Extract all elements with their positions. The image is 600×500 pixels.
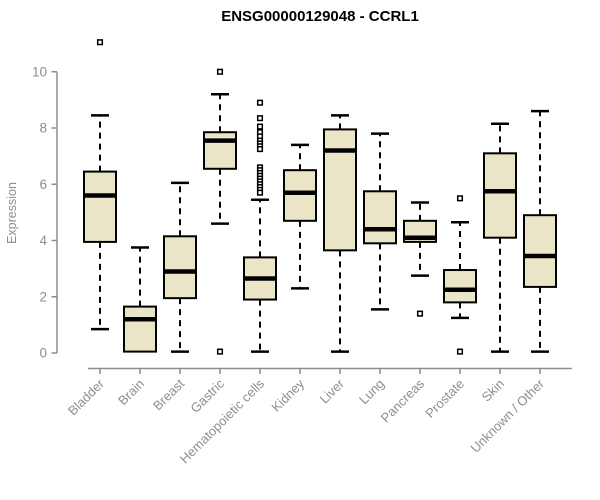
x-axis-label-breast: Breast [150,376,187,413]
box [203,131,237,170]
x-axis-label-kidney: Kidney [268,376,307,415]
x-axis-label-bladder: Bladder [65,376,108,419]
boxplot-breast [163,181,197,353]
y-axis-tick-label: 10 [32,64,47,79]
box [123,305,157,353]
boxplot-lung [363,132,397,311]
y-axis-tick-label: 2 [39,289,47,304]
box [323,128,357,252]
x-axis-label-pancreas: Pancreas [378,376,428,426]
x-axis-label-brain: Brain [115,376,147,408]
outlier-point [456,195,464,202]
box [483,152,517,239]
outlier-point [256,189,264,196]
box [523,214,557,288]
outlier-point [416,310,424,317]
y-axis-tick-label: 4 [39,233,47,248]
y-axis-title: Expression [5,182,19,244]
boxplot-skin [483,122,517,353]
boxplot-brain [123,246,157,353]
boxplot-pancreas [403,201,437,317]
chart-title: ENSG00000129048 - CCRL1 [221,8,419,25]
outlier-point [216,348,224,355]
boxplot-prostate [443,195,477,355]
boxplot-hematopoietic-cells [243,99,277,353]
outlier-point [256,99,264,106]
outlier-point [216,68,224,75]
boxplot-unknown-other [523,109,557,353]
x-axis-label-unknown-other: Unknown / Other [468,376,548,456]
outlier-point [256,146,264,153]
box [83,170,117,243]
box [283,169,317,222]
outlier-point [456,348,464,355]
y-axis-tick-label: 8 [39,121,47,136]
y-axis-tick-label: 0 [39,346,47,361]
outlier-point [96,39,104,46]
box [363,190,397,245]
boxplot-gastric [203,68,237,355]
boxplot-bladder [83,39,117,331]
x-axis-label-prostate: Prostate [422,376,467,421]
boxplot-liver [323,114,357,353]
boxes-layer [83,39,557,355]
y-axis-tick-label: 6 [39,177,47,192]
x-axis-label-lung: Lung [356,376,387,407]
x-axis-label-liver: Liver [317,376,348,407]
x-axis-label-skin: Skin [479,376,507,404]
box [163,235,197,300]
boxplot-kidney [283,143,317,290]
box [443,269,477,304]
outlier-point [256,115,264,122]
outlier-point [256,123,264,130]
